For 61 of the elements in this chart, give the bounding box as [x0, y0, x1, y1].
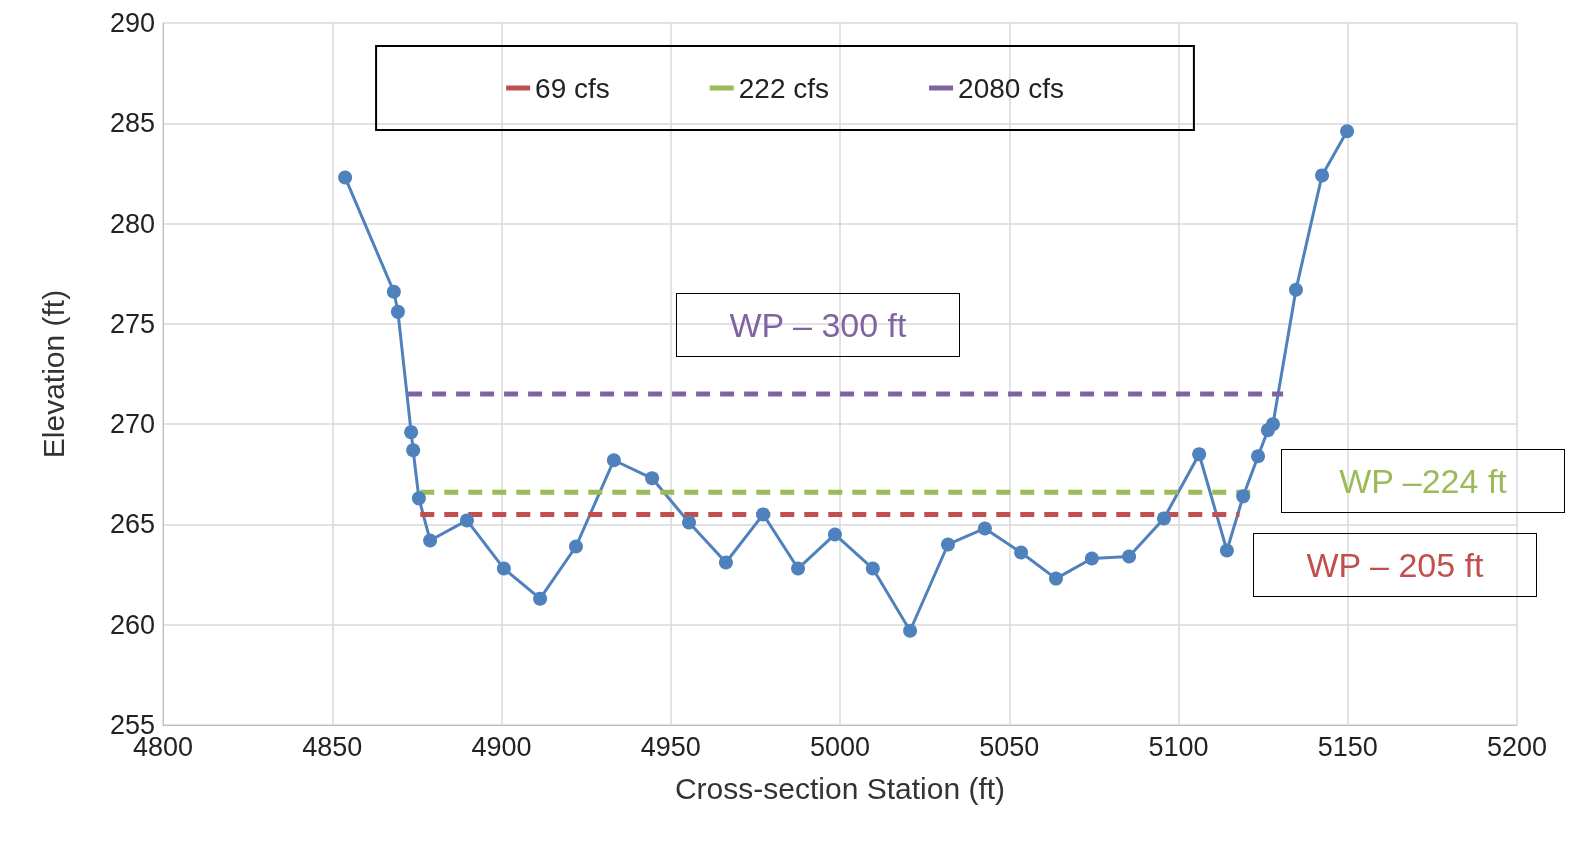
x-tick-label: 5150	[1317, 731, 1378, 762]
y-tick-label: 260	[109, 609, 155, 640]
point	[645, 471, 660, 486]
point	[941, 537, 955, 552]
y-tick-label: 280	[109, 208, 155, 239]
point	[1219, 543, 1234, 558]
point	[1288, 282, 1303, 297]
point	[1340, 124, 1355, 139]
point	[1236, 489, 1251, 504]
point	[1265, 417, 1280, 432]
x-tick-label: 5000	[809, 731, 871, 762]
point	[1251, 449, 1266, 464]
point	[1048, 571, 1063, 586]
x-tick-label: 4950	[640, 731, 701, 762]
point	[903, 623, 918, 638]
legend-label: 69 cfs	[535, 72, 610, 104]
point	[386, 284, 401, 299]
x-tick-label: 4900	[471, 731, 532, 762]
y-tick-label: 275	[109, 308, 155, 339]
x-tick-label: 5050	[979, 731, 1040, 762]
point	[1315, 168, 1330, 183]
point	[533, 591, 548, 606]
point	[756, 507, 771, 522]
point	[718, 555, 733, 570]
point	[606, 453, 621, 468]
point	[682, 515, 697, 530]
text-frame: WP –224 ft	[1281, 449, 1565, 513]
point	[459, 513, 474, 528]
point	[977, 521, 992, 536]
legend-label: 2080 cfs	[958, 72, 1064, 104]
text-frame: WP – 300 ft	[676, 293, 960, 357]
y-tick-label: 285	[109, 108, 155, 139]
point	[423, 533, 438, 548]
point	[1014, 545, 1029, 560]
point	[496, 561, 511, 576]
x-tick-label: 5200	[1486, 731, 1548, 762]
point	[411, 491, 426, 506]
point	[1192, 447, 1207, 462]
annotation: WP – 300 ft	[729, 305, 907, 345]
legend-label: 222 cfs	[738, 72, 830, 104]
point	[568, 539, 583, 554]
point	[1156, 511, 1171, 526]
point	[827, 527, 842, 542]
point	[404, 425, 419, 440]
y-axis-title: Elevation (ft)	[36, 289, 70, 459]
x-tick-label: 5100	[1148, 731, 1209, 762]
x-tick-label: 4850	[302, 731, 363, 762]
y-tick-label: 265	[109, 509, 155, 540]
text-frame: WP – 205 ft	[1253, 533, 1537, 597]
point	[1084, 551, 1099, 566]
annotation: WP –224 ft	[1339, 461, 1507, 501]
point	[791, 561, 806, 576]
y-tick-label: 270	[109, 409, 155, 440]
point	[865, 561, 880, 576]
point	[406, 443, 421, 458]
annotation: WP – 205 ft	[1306, 545, 1484, 585]
point	[338, 170, 353, 185]
y-tick-label: 290	[109, 8, 155, 38]
x-axis-title: Cross-section Station (ft)	[674, 771, 1006, 805]
point	[390, 304, 405, 319]
point	[1122, 549, 1137, 564]
